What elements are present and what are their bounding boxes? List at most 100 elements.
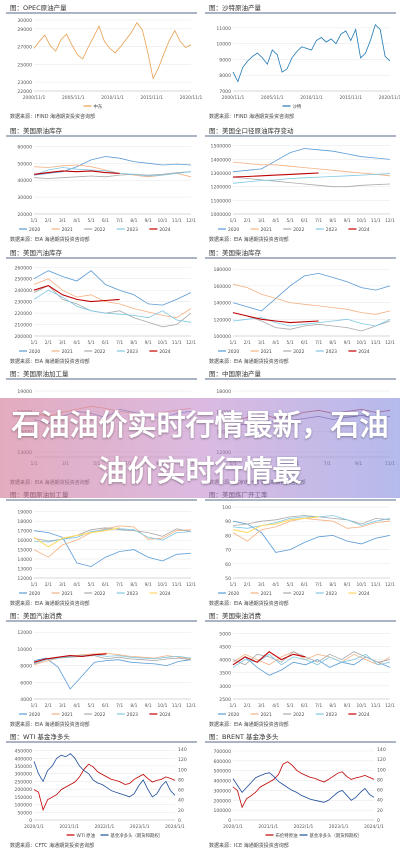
y-tick-label: 100000 [213, 808, 231, 814]
y-tick-label: 180000 [213, 267, 231, 273]
series-line [232, 176, 391, 188]
y-right-tick-label: 80 [178, 777, 184, 783]
legend-label: 2022 [293, 591, 304, 597]
x-tick-label: 10/1 [357, 703, 367, 709]
legend-label: 2024 [159, 591, 170, 597]
x-tick-label: 2015/11/1 [339, 95, 362, 101]
y-tick-label: 90 [225, 519, 231, 525]
x-tick-label: 8/1 [329, 582, 336, 588]
y-tick-label: 1000000 [211, 212, 232, 218]
legend-label: 2021 [261, 591, 272, 597]
x-tick-label: 4/1 [73, 703, 80, 709]
y-tick-label: 9000 [219, 57, 231, 63]
x-tick-label: 5/1 [88, 582, 95, 588]
x-tick-label: 6/1 [301, 340, 308, 346]
legend-label: 2024 [358, 591, 369, 597]
x-tick-label: 12/1 [385, 582, 395, 588]
y-tick-label: 19000 [17, 510, 32, 516]
y-tick-label: 3500 [219, 671, 231, 677]
x-tick-label: 11/1 [172, 218, 182, 224]
x-tick-label: 7/1 [116, 340, 123, 346]
series-line [232, 651, 391, 666]
legend-label: 2020 [228, 591, 239, 597]
y-tick-label: 29000 [17, 27, 32, 33]
y-tick-label: 300000 [14, 772, 32, 778]
x-tick-label: 2022/1/1 [95, 824, 115, 830]
x-tick-label: 5/1 [287, 582, 294, 588]
y-tick-label: 260000 [14, 265, 32, 271]
x-tick-label: 5/1 [88, 703, 95, 709]
x-tick-label: 3/1 [59, 703, 66, 709]
x-tick-label: 2010/11/1 [300, 95, 323, 101]
x-tick-label: 10/1 [158, 703, 168, 709]
x-tick-label: 2020/11/1 [180, 95, 203, 101]
x-tick-label: 1/1 [229, 340, 236, 346]
x-tick-label: 9/1 [145, 703, 152, 709]
x-tick-label: 9/1 [344, 218, 351, 224]
legend-label: 2020 [29, 591, 40, 597]
series-line [232, 761, 375, 809]
series-line [33, 653, 107, 663]
x-tick-label: 2/1 [45, 218, 52, 224]
x-tick-label: 5/1 [287, 703, 294, 709]
y-right-tick-label: 60 [178, 788, 184, 794]
x-tick-label: 2005/11/1 [261, 95, 284, 101]
x-tick-label: 12/1 [186, 218, 196, 224]
x-tick-label: 11/1 [371, 218, 381, 224]
y-tick-label: 60 [225, 562, 231, 568]
series-line [33, 285, 192, 328]
x-tick-label: 2/1 [45, 703, 52, 709]
y-tick-label: 8000 [20, 664, 32, 670]
y-tick-label: 200000 [14, 787, 32, 793]
y-right-tick-label: 140 [377, 747, 386, 753]
y-tick-label: 25000 [17, 62, 32, 68]
x-tick-label: 7/1 [315, 703, 322, 709]
y-tick-label: 16000 [17, 538, 32, 544]
series-line [232, 161, 391, 177]
x-tick-label: 12/1 [186, 582, 196, 588]
legend-label: 2021 [261, 712, 272, 718]
legend-label: 2022 [293, 227, 304, 233]
chart-title: 图：BRENT 基金净多头 [209, 732, 279, 741]
x-tick-label: 3/1 [258, 218, 265, 224]
x-tick-label: 10/1 [158, 218, 168, 224]
y-right-tick-label: 0 [178, 818, 181, 824]
x-tick-label: 3/1 [258, 582, 265, 588]
chart-panel-p4: 图：美国全口径原油库存变动 1500000 1400000 1300000 120000… [205, 126, 396, 243]
y-tick-label: 700000 [213, 749, 231, 755]
y-tick-label: 220000 [14, 311, 32, 317]
chart-title: 图：美国柴油库存 [209, 248, 262, 257]
chart-source: 数据来源：ICE 海通期货投资咨询部 [209, 842, 289, 849]
chart-panel-p14: 图：BRENT 基金净多头 700000 600000 500000 400000 300… [205, 732, 396, 849]
banner-title: 石油油价实时行情最新，石油油价实时行情最 [11, 408, 389, 488]
x-tick-label: 2/1 [45, 582, 52, 588]
y-tick-label: 30000 [17, 195, 32, 201]
x-tick-label: 2023/1/1 [329, 824, 349, 830]
series-line [33, 289, 192, 323]
y-tick-label: 12000 [17, 630, 32, 636]
series-line [232, 173, 391, 184]
x-tick-label: 1/1 [229, 703, 236, 709]
y-tick-label: 27000 [17, 45, 32, 51]
series-line [232, 23, 391, 83]
series-line [232, 516, 319, 534]
x-tick-label: 9/1 [344, 582, 351, 588]
series-line [33, 525, 192, 558]
y-right-tick-label: 120 [178, 757, 187, 763]
title-banner [0, 398, 400, 498]
chart-title: 图：沙特原油产量 [209, 3, 262, 12]
x-tick-label: 8/1 [130, 218, 137, 224]
legend-label: 2024 [358, 227, 369, 233]
legend-label: 中东 [94, 103, 103, 110]
y-tick-label: 4500 [219, 644, 231, 650]
x-tick-label: 2000/11/1 [222, 95, 245, 101]
y-tick-label: 7000 [219, 89, 231, 95]
x-tick-label: 8/1 [130, 340, 137, 346]
x-tick-label: 2021/1/1 [59, 824, 79, 830]
y-tick-label: 70 [225, 548, 231, 554]
y-tick-label: 150000 [14, 795, 32, 801]
